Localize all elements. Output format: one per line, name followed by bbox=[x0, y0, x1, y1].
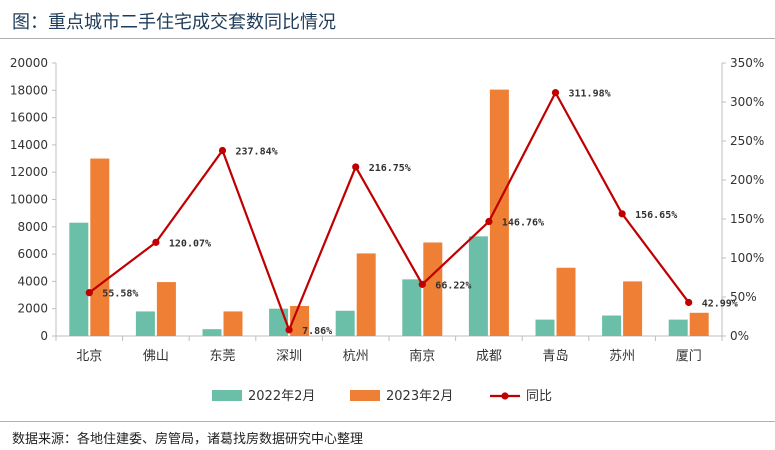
yoy-point bbox=[285, 326, 293, 334]
legend-label-yoy: 同比 bbox=[526, 389, 552, 404]
right-tick-label: 150% bbox=[730, 212, 764, 226]
yoy-data-label: 7.86% bbox=[302, 326, 332, 337]
yoy-line bbox=[88, 90, 690, 333]
bar-2022 bbox=[535, 319, 555, 336]
yoy-point bbox=[352, 163, 360, 171]
yoy-point bbox=[85, 289, 93, 297]
yoy-point bbox=[485, 217, 493, 226]
left-tick-label: 0 bbox=[40, 329, 48, 343]
yoy-data-label: 42.99% bbox=[702, 298, 738, 309]
yoy-point bbox=[152, 238, 160, 246]
left-tick-label: 16000 bbox=[10, 111, 48, 125]
legend-label-2022: 2022年2月 bbox=[248, 389, 315, 404]
bar-2022 bbox=[468, 236, 488, 336]
bar-2022 bbox=[602, 315, 622, 336]
x-tick-label: 成都 bbox=[476, 349, 502, 364]
x-tick-label: 厦门 bbox=[676, 349, 702, 364]
bar-2022 bbox=[402, 279, 422, 336]
yoy-point bbox=[218, 146, 227, 155]
yoy-data-label: 146.76% bbox=[502, 218, 544, 229]
right-tick-label: 350% bbox=[730, 56, 764, 70]
chart-legend: 2022年2月 2023年2月 同比 bbox=[212, 389, 552, 404]
yoy-point bbox=[418, 280, 426, 288]
chart-axes: 0 2000 4000 6000 8000 10000 12000 14000 16000 180… bbox=[10, 56, 765, 364]
yoy-data-label: 216.75% bbox=[369, 163, 411, 174]
yoy-chart: 0 2000 4000 6000 8000 10000 12000 14000 16000 180… bbox=[10, 56, 765, 404]
legend-marker-yoy bbox=[501, 392, 509, 400]
left-tick-label: 8000 bbox=[17, 220, 48, 234]
x-tick-label: 青岛 bbox=[542, 348, 568, 364]
data-labels: 55.58% 120.07% 237.84% 7.86% 216.75% 66.22% 14… bbox=[102, 89, 738, 337]
x-tick-label: 北京 bbox=[76, 349, 102, 364]
left-tick-label: 20000 bbox=[10, 56, 48, 70]
right-tick-label: 50% bbox=[730, 290, 757, 304]
left-tick-label: 4000 bbox=[17, 274, 48, 288]
title-divider bbox=[0, 38, 775, 39]
right-tick-label: 100% bbox=[730, 251, 764, 265]
yoy-data-label: 55.58% bbox=[102, 289, 138, 300]
yoy-data-label: 66.22% bbox=[435, 280, 471, 291]
bar-series bbox=[69, 89, 709, 337]
bar-2023 bbox=[156, 282, 176, 336]
bar-2022 bbox=[202, 329, 222, 336]
left-tick-label: 6000 bbox=[17, 247, 48, 261]
x-tick-label: 苏州 bbox=[609, 348, 635, 364]
legend-label-2023: 2023年2月 bbox=[386, 389, 453, 404]
bar-2023 bbox=[356, 253, 376, 336]
yoy-data-label: 237.84% bbox=[236, 146, 278, 157]
x-tick-label: 南京 bbox=[409, 348, 435, 364]
bar-2023 bbox=[90, 158, 110, 336]
legend-swatch-2023 bbox=[350, 390, 380, 401]
left-tick-label: 10000 bbox=[10, 193, 48, 207]
bar-2023 bbox=[623, 281, 643, 336]
x-tick-label: 佛山 bbox=[143, 349, 169, 364]
left-tick-label: 14000 bbox=[10, 138, 48, 152]
yoy-point bbox=[618, 210, 626, 218]
data-source-note: 数据来源：各地住建委、房管局，诸葛找房数据研究中心整理 bbox=[12, 432, 364, 447]
x-tick-label: 东莞 bbox=[209, 349, 235, 364]
yoy-data-label: 156.65% bbox=[635, 210, 677, 221]
right-tick-label: 250% bbox=[730, 134, 764, 148]
bar-2023 bbox=[223, 311, 243, 336]
chart-title: 图：重点城市二手住宅成交套数同比情况 bbox=[12, 12, 336, 33]
right-tick-label: 200% bbox=[730, 173, 764, 187]
left-tick-label: 2000 bbox=[17, 302, 48, 316]
yoy-point bbox=[685, 298, 693, 307]
left-tick-label: 12000 bbox=[10, 165, 48, 179]
bar-2023 bbox=[423, 242, 443, 336]
bar-2022 bbox=[69, 222, 89, 336]
footer-divider bbox=[0, 421, 775, 422]
yoy-line-series bbox=[85, 89, 693, 334]
bar-2023 bbox=[489, 89, 509, 337]
bar-2022 bbox=[668, 319, 688, 336]
bar-2022 bbox=[335, 310, 355, 336]
right-tick-label: 300% bbox=[730, 95, 764, 109]
bar-2022 bbox=[135, 311, 155, 336]
right-tick-label: 0% bbox=[730, 329, 749, 343]
legend-swatch-2022 bbox=[212, 390, 242, 401]
x-tick-label: 杭州 bbox=[343, 349, 369, 364]
bar-2023 bbox=[556, 267, 576, 336]
left-tick-label: 18000 bbox=[10, 83, 48, 97]
bar-2023 bbox=[689, 312, 709, 336]
yoy-point bbox=[551, 89, 560, 97]
yoy-data-label: 120.07% bbox=[169, 238, 211, 249]
yoy-data-label: 311.98% bbox=[569, 89, 611, 100]
x-tick-label: 深圳 bbox=[276, 349, 302, 364]
